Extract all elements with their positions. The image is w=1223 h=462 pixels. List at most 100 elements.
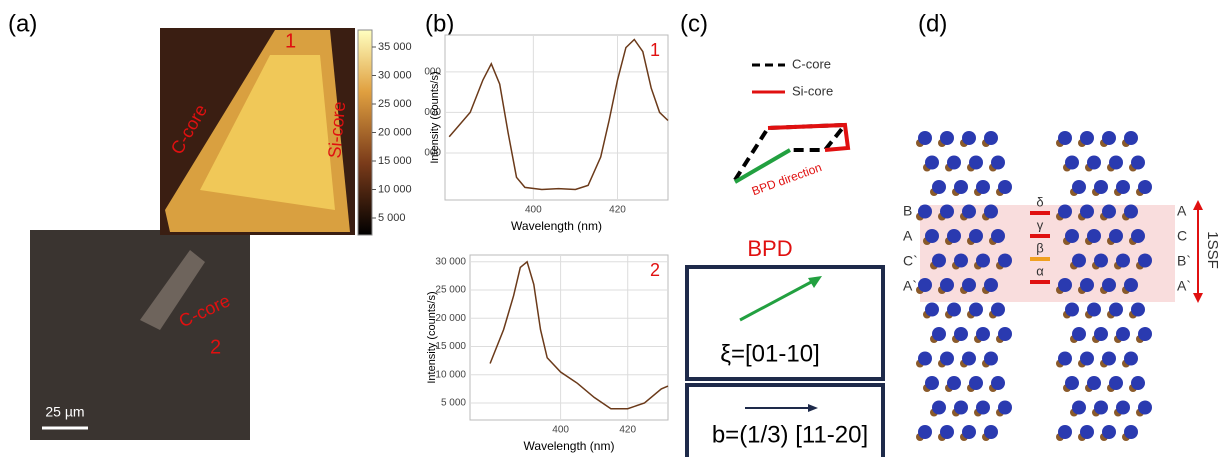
atom-si [925,376,939,390]
atom-si [976,400,990,415]
atom-si [1065,155,1079,170]
atom-si [918,351,932,366]
atom-si [962,131,976,145]
atom-si [940,131,954,145]
atom-si [1116,327,1130,341]
dislocation-c-core [733,122,850,182]
spectrum-line [448,38,669,191]
atom-si [1087,155,1101,170]
partial-bar [1030,211,1050,215]
layer-label: C [1177,228,1187,244]
legend-label: Si-core [792,83,833,98]
atom-si [1131,376,1145,390]
atom-si [969,302,983,317]
colorbar-tick-label: 15 000 [378,155,412,167]
colorbar-tick-label: 5 000 [378,212,406,224]
y-tick-label: 30 000 [435,256,466,267]
arrow-head [808,404,818,412]
y-tick-label: 25 000 [435,285,466,296]
atom-si [1109,376,1123,390]
atom-si [984,351,998,366]
spectrum-annotation: 2 [650,260,660,280]
atom-si [1087,229,1101,243]
partial-bar [1030,280,1050,284]
atom-si [1116,253,1130,268]
atom-si [1080,278,1094,292]
atom-si [1124,131,1138,145]
colorbar-tick-label: 35 000 [378,41,412,53]
atom-si [1102,204,1116,219]
atom-si [947,229,961,243]
arrow-head [808,276,822,288]
section-title: BPD [747,236,792,261]
partial-bar [1030,257,1050,261]
atom-si [1109,302,1123,317]
y-axis-label: Intensity (counts/s) [426,291,438,383]
atom-si [1058,351,1072,366]
atom-si [1087,376,1101,390]
atom-si [932,253,946,268]
atom-si [1131,229,1145,243]
atom-si [1080,425,1094,439]
atom-si [940,204,954,219]
atom-si [998,180,1012,194]
atom-si [1102,425,1116,439]
atom-si [1124,425,1138,439]
atom-si [1080,351,1094,366]
atom-si [991,155,1005,170]
layer-label: B [903,203,912,219]
atom-si [1109,229,1123,243]
atom-si [998,327,1012,341]
arrow-head [1193,200,1203,210]
plot-frame [444,34,669,201]
atom-si [1080,131,1094,145]
atom-si [918,204,932,219]
atom-si [969,155,983,170]
atom-si [954,253,968,268]
box [685,383,885,462]
atom-si [1072,253,1086,268]
atom-si [976,253,990,268]
y-tick-label: 5 000 [441,398,466,409]
colorbar-tick-label: 20 000 [378,126,412,138]
defect-streak [140,250,205,330]
atom-si [940,425,954,439]
burgers-vector: b=(1/3) [11-20] [712,421,868,448]
atom-si [947,376,961,390]
plot-frame [469,254,669,421]
atom-si [947,155,961,170]
panel-label: (c) [680,10,708,37]
atom-si [1065,376,1079,390]
atom-si [1102,131,1116,145]
atom-si [991,302,1005,317]
bpd-arrow [733,148,792,184]
y-tick-label: 000 [424,107,441,118]
atom-si [969,229,983,243]
partial-label: δ [1036,194,1043,209]
atom-si [1138,400,1152,415]
spectrum-annotation: 1 [650,40,660,60]
atom-si [984,204,998,219]
layer-label: B` [1177,253,1191,269]
panel-label: (d) [918,10,947,37]
partial-label: γ [1037,217,1044,232]
atom-si [1058,131,1072,145]
atom-si [984,425,998,439]
line-direction: ξ=[01-10] [720,340,819,367]
x-tick-label: 400 [525,205,542,216]
layer-label: C` [903,253,918,269]
atom-si [932,400,946,415]
atom-si [1102,278,1116,292]
atom-si [1094,253,1108,268]
atom-si [1124,278,1138,292]
atom-si [962,204,976,219]
atom-si [1080,204,1094,219]
colorbar-tick-label: 10 000 [378,183,412,195]
atom-si [1109,155,1123,170]
atom-si [1116,400,1130,415]
si-core-label: Si-core [324,101,349,160]
site-label: 1 [285,30,296,52]
dislocation-si-core [767,122,851,152]
atom-si [962,278,976,292]
panel-label: (a) [8,10,37,37]
